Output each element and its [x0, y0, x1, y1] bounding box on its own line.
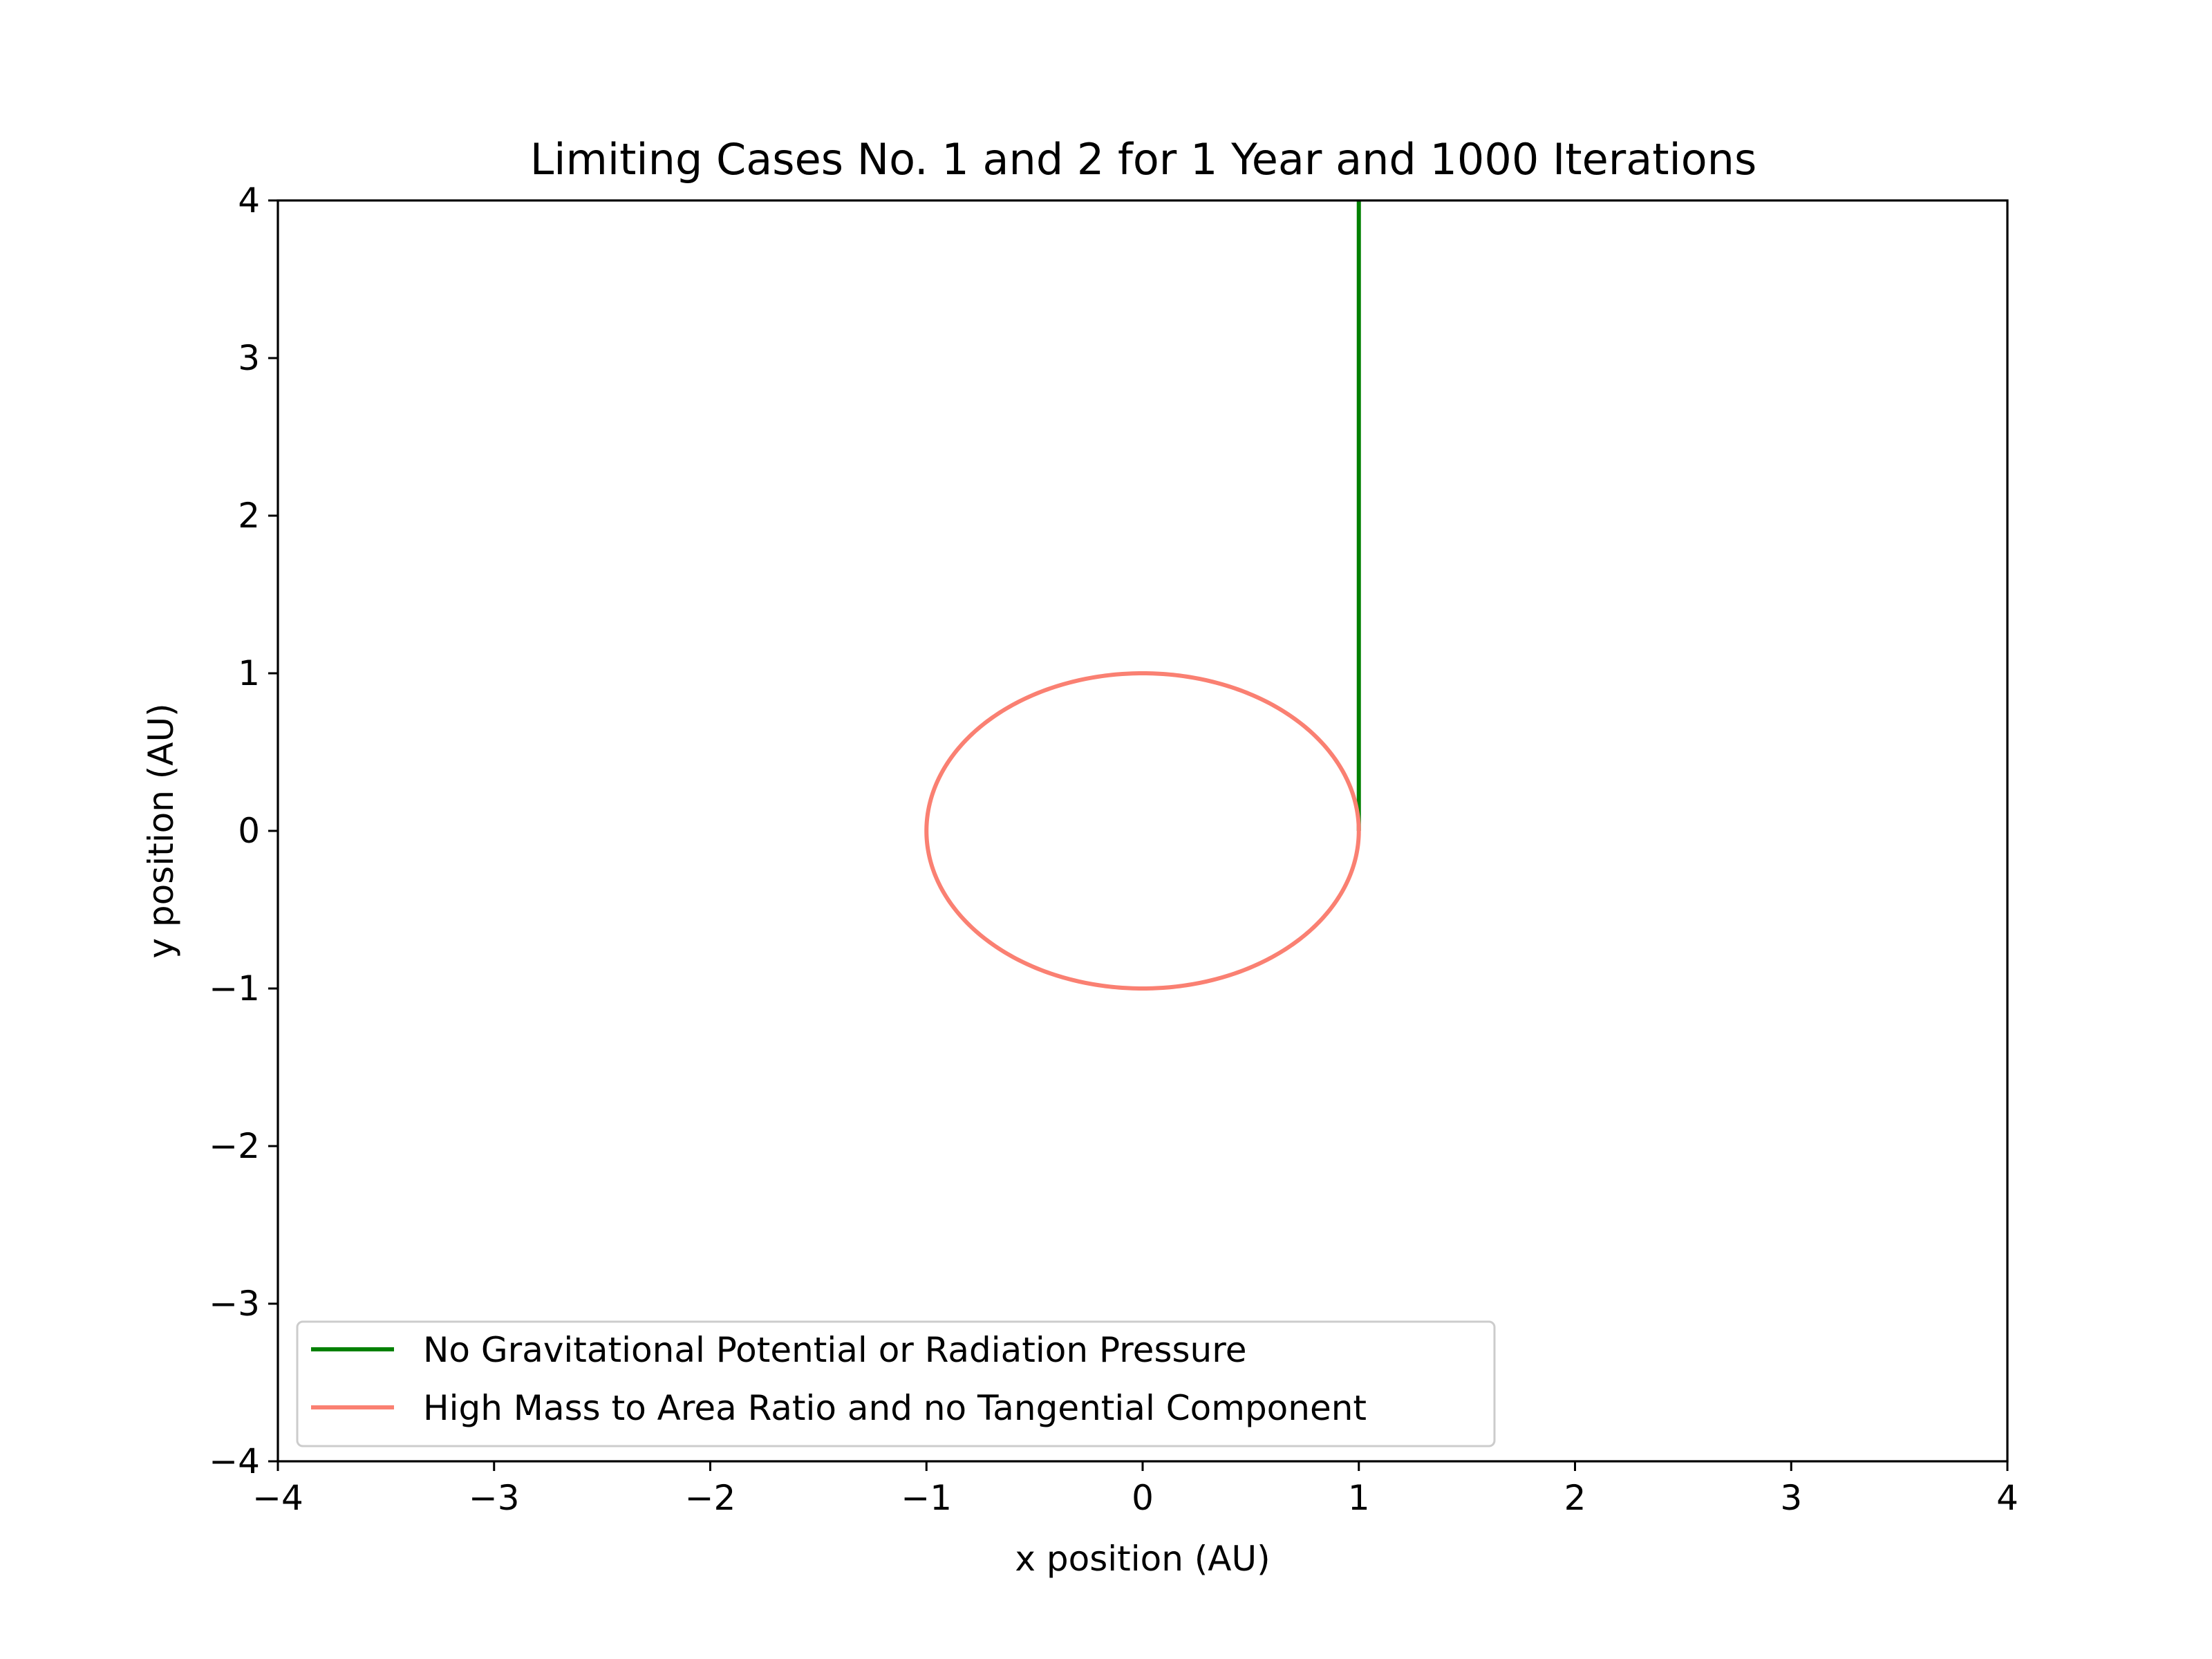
y-tick-label: 1 [238, 653, 260, 693]
y-tick-label: −4 [209, 1441, 260, 1481]
y-tick-label: 0 [238, 811, 260, 851]
y-tick-label: 2 [238, 496, 260, 536]
y-tick-label: 3 [238, 338, 260, 378]
chart-title: Limiting Cases No. 1 and 2 for 1 Year an… [530, 134, 1757, 185]
x-tick-label: 1 [1348, 1478, 1370, 1518]
y-tick-label: −3 [209, 1284, 260, 1324]
y-tick-label: −2 [209, 1126, 260, 1166]
x-tick-label: −4 [252, 1478, 303, 1518]
x-tick-label: −1 [901, 1478, 952, 1518]
legend-label-salmon: High Mass to Area Ratio and no Tangentia… [423, 1388, 1367, 1428]
legend: No Gravitational Potential or Radiation … [296, 1320, 1496, 1447]
y-axis-label: y position (AU) [141, 703, 181, 958]
y-tick-label: 4 [238, 180, 260, 221]
y-axis-ticks: −4 −3 −2 −1 0 1 2 3 4 [209, 180, 278, 1481]
x-tick-label: 3 [1780, 1478, 1802, 1518]
x-tick-label: −2 [685, 1478, 736, 1518]
y-tick-label: −1 [209, 968, 260, 1009]
x-axis-label: x position (AU) [1015, 1539, 1270, 1579]
x-tick-label: 0 [1132, 1478, 1154, 1518]
x-axis-ticks: −4 −3 −2 −1 0 1 2 3 4 [252, 1461, 2018, 1518]
plot-series [924, 200, 1361, 991]
legend-box [296, 1320, 1496, 1447]
series-line-high-mass-to-area-ratio [924, 671, 1361, 991]
x-tick-label: 2 [1564, 1478, 1586, 1518]
x-tick-label: 4 [1996, 1478, 2018, 1518]
legend-label-green: No Gravitational Potential or Radiation … [423, 1330, 1246, 1370]
x-tick-label: −3 [469, 1478, 520, 1518]
